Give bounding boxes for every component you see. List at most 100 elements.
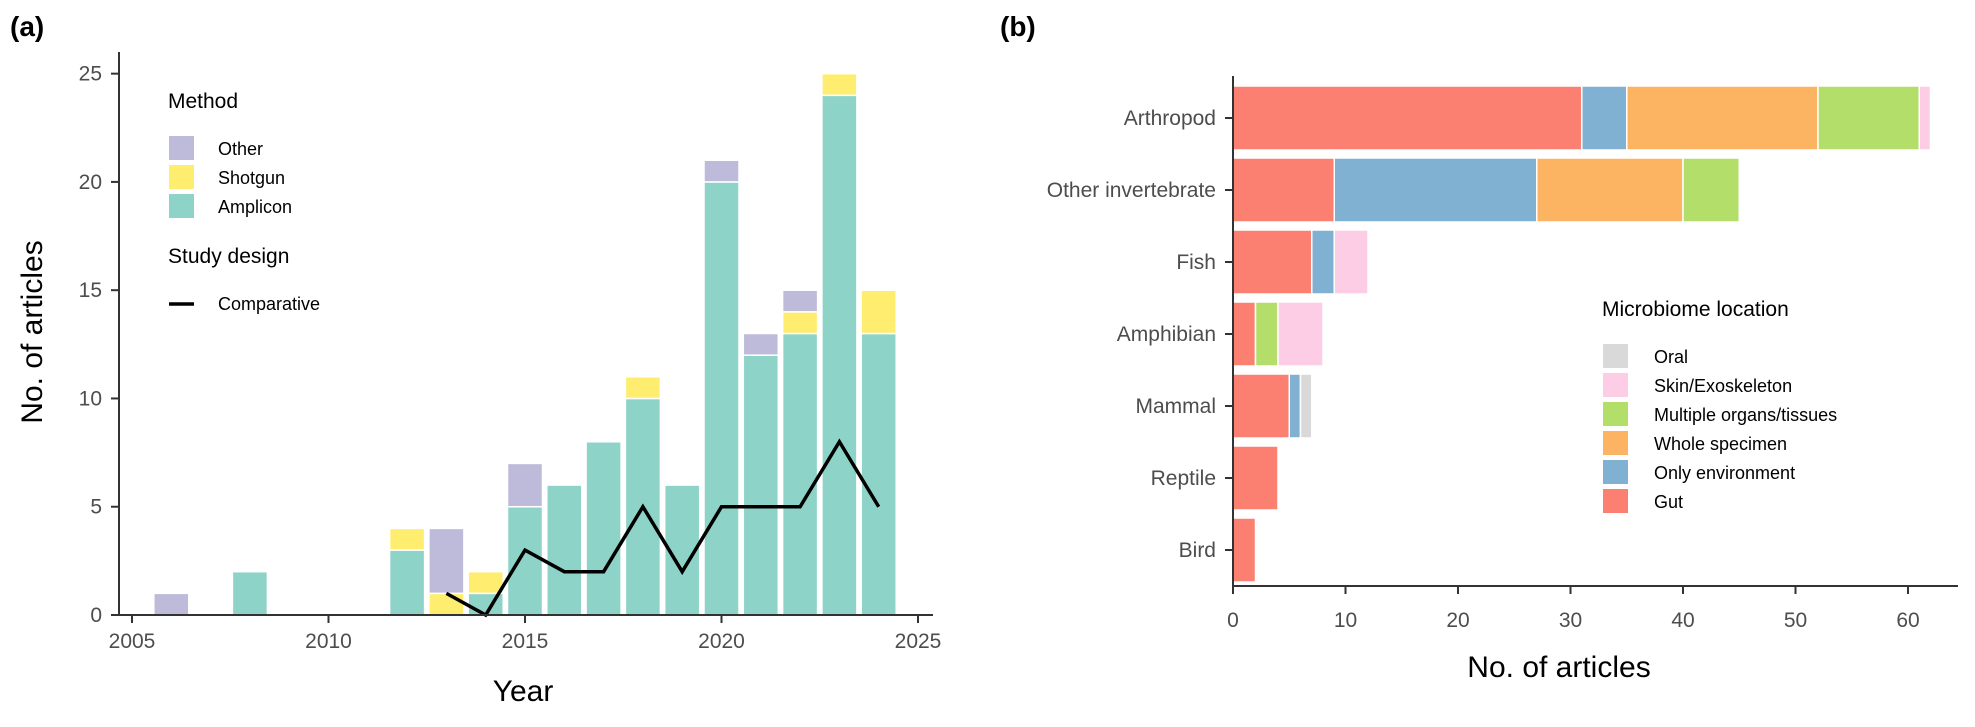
legend-swatch-shotgun <box>169 165 194 189</box>
bar-shotgun-2018 <box>624 376 662 400</box>
bar-amplicon-2008 <box>231 570 269 616</box>
legend-label-shotgun: Shotgun <box>218 168 285 188</box>
bar-fish-only-environment <box>1311 229 1335 295</box>
bar-shotgun-2014 <box>467 570 504 595</box>
panel-b: (b) Arthropod Other invertebrate Fish Amphi… <box>1000 11 1958 684</box>
panel-a-y-axis-title: No. of articles <box>16 240 49 423</box>
panel-b-y-tick-label-other-invertebrate: Other invertebrate <box>1047 179 1216 202</box>
bar-other-2006 <box>153 592 190 616</box>
bar-fish-skin-exoskeleton <box>1333 229 1369 295</box>
panel-b-label: (b) <box>1000 11 1036 42</box>
bar-arthropod-skin-exoskeleton <box>1918 85 1932 151</box>
panel-a-label: (a) <box>10 11 44 42</box>
bar-other-2022 <box>781 289 819 313</box>
panel-b-x-tick-label-20: 20 <box>1446 609 1469 632</box>
bar-amplicon-2023 <box>821 94 858 616</box>
bar-other-2021 <box>742 332 780 356</box>
bar-bird-gut <box>1232 517 1257 583</box>
panel-a-y-tick-label-0: 0 <box>90 604 102 627</box>
panel-a-x-tick-label-2005: 2005 <box>109 630 156 653</box>
panel-b-y-tick-label-amphibian: Amphibian <box>1117 323 1216 346</box>
bar-other-invertebrate-only-environment <box>1333 157 1538 223</box>
panel-a-y-tick-label-15: 15 <box>79 279 102 302</box>
bar-arthropod-only-environment <box>1581 85 1628 151</box>
legend-swatch-multiple <box>1603 402 1628 426</box>
panel-a-x-tick-label-2020: 2020 <box>698 630 745 653</box>
panel-b-x-tick-label-30: 30 <box>1559 609 1582 632</box>
panel-b-y-tick-label-mammal: Mammal <box>1135 395 1216 418</box>
panel-a-bars <box>153 72 897 616</box>
bar-shotgun-2024 <box>860 289 897 335</box>
legend-swatch-oral <box>1603 344 1628 368</box>
panel-b-y-tick-label-fish: Fish <box>1176 251 1216 274</box>
legend-label-skin: Skin/Exoskeleton <box>1654 376 1792 396</box>
panel-b-bars <box>1232 85 1932 583</box>
legend-swatch-other <box>169 136 194 160</box>
bar-arthropod-gut <box>1232 85 1583 151</box>
panel-b-y-tick-label-reptile: Reptile <box>1151 467 1216 490</box>
bar-amplicon-2015 <box>506 505 544 616</box>
panel-a-x-tick-label-2025: 2025 <box>895 630 942 653</box>
bar-other-2015 <box>506 462 544 508</box>
panel-a-x-tick-label-2015: 2015 <box>502 630 549 653</box>
bar-amplicon-2021 <box>742 354 780 616</box>
panel-b-x-tick-label-0: 0 <box>1227 609 1239 632</box>
legend-swatch-environment <box>1603 460 1628 484</box>
bar-amplicon-2016 <box>546 484 583 616</box>
legend-label-multiple: Multiple organs/tissues <box>1654 405 1837 425</box>
panel-b-x-tick-label-10: 10 <box>1334 609 1357 632</box>
bar-amphibian-gut <box>1232 301 1257 367</box>
bar-mammal-oral <box>1299 373 1313 439</box>
panel-b-y-tick-label-bird: Bird <box>1179 539 1216 562</box>
line-comparative <box>445 438 881 618</box>
panel-b-x-axis-title: No. of articles <box>1467 651 1650 684</box>
legend-method-title: Method <box>168 90 238 113</box>
bar-amplicon-2024 <box>860 332 897 616</box>
bar-mammal-only-environment <box>1288 373 1302 439</box>
legend-swatch-skin <box>1603 373 1628 397</box>
panel-b-x-tick-label-50: 50 <box>1784 609 1807 632</box>
bar-other-2013 <box>428 527 465 595</box>
legend-label-amplicon: Amplicon <box>218 197 292 217</box>
panel-a-x-axis-title: Year <box>493 675 554 708</box>
panel-b-legend: Microbiome location Oral Skin/Exoskeleto… <box>1602 298 1837 513</box>
panel-a-legend: Method Other Shotgun Amplicon Study desi… <box>168 90 320 314</box>
panel-b-x-tick-label-60: 60 <box>1896 609 1919 632</box>
legend-location-title: Microbiome location <box>1602 298 1789 321</box>
legend-design-title: Study design <box>168 245 289 268</box>
panel-a-x-tick-label-2010: 2010 <box>305 630 352 653</box>
bar-amplicon-2017 <box>585 441 622 616</box>
bar-amphibian-multiple-organs-tissues <box>1254 301 1279 367</box>
bar-shotgun-2022 <box>781 311 819 335</box>
bar-other-invertebrate-gut <box>1232 157 1335 223</box>
legend-label-comparative: Comparative <box>218 294 320 314</box>
panel-a-y-tick-label-20: 20 <box>79 171 102 194</box>
legend-swatch-whole <box>1603 431 1628 455</box>
panel-b-y-tick-label-arthropod: Arthropod <box>1124 107 1216 130</box>
panel-b-axes: Arthropod Other invertebrate Fish Amphibian… <box>1047 76 1958 632</box>
legend-label-environment: Only environment <box>1654 463 1795 483</box>
panel-b-x-tick-label-40: 40 <box>1671 609 1694 632</box>
bar-amplicon-2020 <box>703 181 740 616</box>
bar-amplicon-2022 <box>781 332 819 616</box>
bar-shotgun-2012 <box>388 527 426 551</box>
bar-amplicon-2012 <box>388 549 426 616</box>
panel-a-y-tick-label-5: 5 <box>90 496 102 519</box>
legend-swatch-gut <box>1603 489 1628 513</box>
bar-reptile-gut <box>1232 445 1279 511</box>
legend-label-whole: Whole specimen <box>1654 434 1787 454</box>
bar-shotgun-2023 <box>821 72 858 97</box>
panel-a-line-layer <box>445 438 881 618</box>
panel-a-y-tick-label-25: 25 <box>79 63 102 86</box>
panel-a-y-tick-label-10: 10 <box>79 387 102 410</box>
legend-swatch-amplicon <box>169 194 194 218</box>
legend-label-gut: Gut <box>1654 492 1683 512</box>
legend-label-other: Other <box>218 139 263 159</box>
legend-label-oral: Oral <box>1654 347 1688 367</box>
bar-arthropod-multiple-organs-tissues <box>1817 85 1920 151</box>
bar-other-invertebrate-whole-specimen <box>1536 157 1684 223</box>
bar-fish-gut <box>1232 229 1313 295</box>
